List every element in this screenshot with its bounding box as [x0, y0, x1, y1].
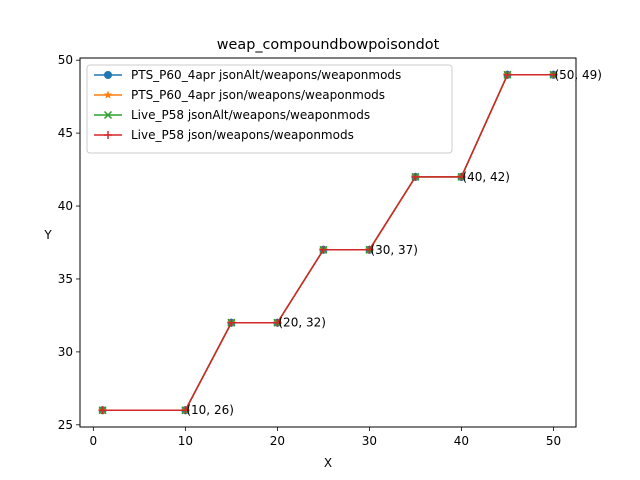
y-tick-label: 30 [58, 345, 73, 359]
data-point [273, 318, 282, 327]
legend-label: Live_P58 json/weapons/weaponmods [131, 128, 354, 142]
x-axis-label: X [324, 456, 332, 470]
data-point [549, 70, 558, 79]
data-point [365, 245, 374, 254]
y-tick-label: 40 [58, 199, 73, 213]
data-point [227, 318, 236, 327]
y-tick-label: 50 [58, 53, 73, 67]
series-4 [98, 70, 558, 415]
y-tick-label: 45 [58, 126, 73, 140]
legend-marker [104, 131, 112, 139]
x-tick-label: 50 [546, 434, 561, 448]
series-line-4 [102, 74, 554, 411]
data-point [98, 406, 107, 415]
point-annotation: (30, 37) [370, 243, 418, 257]
data-point [181, 406, 190, 415]
legend-label: Live_P58 jsonAlt/weapons/weaponmods [131, 108, 370, 122]
point-annotation: (50, 49) [554, 68, 602, 82]
legend-label: PTS_P60_4apr json/weapons/weaponmods [131, 88, 385, 102]
data-point [503, 70, 512, 79]
legend-item: PTS_P60_4apr jsonAlt/weapons/weaponmods [94, 68, 401, 82]
x-tick-label: 40 [454, 434, 469, 448]
plot-frame [79, 57, 577, 428]
x-tick-label: 30 [362, 434, 377, 448]
legend-item: Live_P58 json/weapons/weaponmods [94, 128, 354, 142]
legend-box [86, 64, 453, 154]
y-tick-label: 25 [58, 418, 73, 432]
annotation-layer: (10, 26) (20, 32) (30, 37) (40, 42) (50, 49) [186, 68, 602, 417]
series-layer [98, 70, 558, 415]
x-axis: 0 10 20 30 40 50 [90, 427, 561, 448]
legend-marker [104, 71, 112, 79]
legend-label: PTS_P60_4apr jsonAlt/weapons/weaponmods [131, 68, 401, 82]
y-axis: 25 30 35 40 45 50 [58, 53, 80, 432]
y-axis-label: Y [43, 228, 52, 242]
x-tick-label: 0 [90, 434, 98, 448]
legend-marker [103, 110, 113, 120]
y-tick-label: 35 [58, 272, 73, 286]
legend-item: Live_P58 jsonAlt/weapons/weaponmods [94, 108, 370, 122]
data-point [411, 172, 420, 181]
chart-title: weap_compoundbowpoisondot [217, 37, 440, 53]
point-annotation: (20, 32) [278, 316, 326, 330]
data-point [457, 172, 466, 181]
data-point [319, 245, 328, 254]
legend-marker [103, 90, 113, 99]
legend-item: PTS_P60_4apr json/weapons/weaponmods [94, 88, 385, 102]
point-annotation: (10, 26) [186, 403, 234, 417]
x-tick-label: 20 [270, 434, 285, 448]
point-annotation: (40, 42) [462, 170, 510, 184]
x-tick-label: 10 [178, 434, 193, 448]
legend: PTS_P60_4apr jsonAlt/weapons/weaponmods P… [86, 64, 453, 154]
